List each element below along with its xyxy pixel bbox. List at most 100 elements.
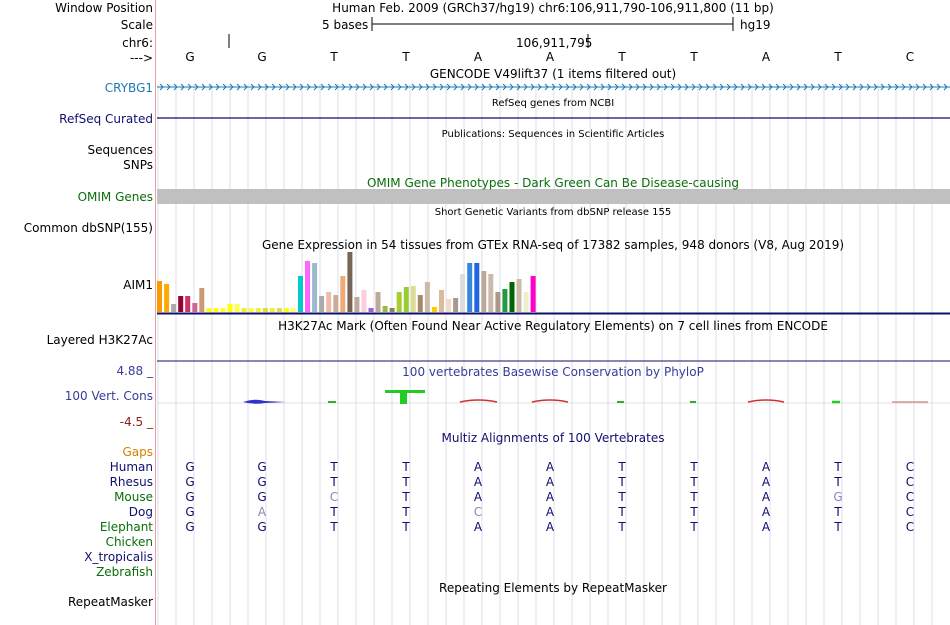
dbsnp-track-label[interactable]: Common dbSNP(155) (23, 221, 153, 235)
gtex-bar (206, 308, 212, 312)
alignment-base: C (905, 520, 915, 534)
gtex-bar (516, 279, 522, 312)
strand-chevron (201, 83, 206, 91)
strand-chevron (187, 83, 192, 91)
gtex-bar (474, 263, 480, 312)
alignment-base: G (185, 505, 195, 519)
gtex-bar (178, 296, 184, 312)
gaps-label[interactable]: Gaps (122, 445, 153, 459)
species-label-human[interactable]: Human (109, 460, 153, 474)
strand-chevron (838, 83, 843, 91)
multiz-track-title[interactable]: Multiz Alignments of 100 Vertebrates (441, 431, 665, 445)
species-label-rhesus[interactable]: Rhesus (109, 475, 153, 489)
strand-chevron (698, 83, 703, 91)
strand-chevron (929, 83, 934, 91)
alignment-base: G (833, 490, 843, 504)
alignment-base: G (185, 460, 195, 474)
strand-chevron (789, 83, 794, 91)
strand-chevron (740, 83, 745, 91)
strand-chevron (551, 83, 556, 91)
strand-chevron (243, 83, 248, 91)
gencode-gene-label[interactable]: CRYBG1 (104, 81, 153, 95)
gtex-gene-label[interactable]: AIM1 (123, 278, 153, 292)
strand-chevron (705, 83, 710, 91)
strand-chevron (558, 83, 563, 91)
phylop-min-label: -4.5 _ (119, 415, 153, 429)
strand-chevron (285, 83, 290, 91)
strand-chevron (670, 83, 675, 91)
publications-track-title[interactable]: Publications: Sequences in Scientific Ar… (441, 129, 665, 140)
strand-chevron (341, 83, 346, 91)
omim-track-label[interactable]: OMIM Genes (77, 190, 153, 204)
species-label-zebrafish[interactable]: Zebrafish (96, 565, 153, 579)
gtex-bar (255, 308, 261, 312)
species-label-x_tropicalis[interactable]: X_tropicalis (84, 550, 153, 564)
gtex-bar (305, 261, 310, 312)
strand-chevron (621, 83, 626, 91)
strand-chevron (516, 83, 521, 91)
repeatmasker-track-label[interactable]: RepeatMasker (67, 595, 153, 609)
alignment-base: T (330, 460, 338, 474)
strand-chevron (649, 83, 654, 91)
alignment-base: A (761, 520, 771, 534)
publications-snps-label[interactable]: SNPs (123, 158, 153, 172)
strand-chevron (656, 83, 661, 91)
alignment-base: G (185, 490, 195, 504)
gtex-bar (269, 308, 275, 312)
omim-track-title[interactable]: OMIM Gene Phenotypes - Dark Green Can Be… (366, 176, 740, 190)
gtex-bar (509, 282, 515, 312)
reference-base: T (402, 50, 410, 64)
gtex-bar (276, 308, 282, 312)
strand-chevron (537, 83, 542, 91)
species-label-chicken[interactable]: Chicken (105, 535, 153, 549)
gtex-bar (290, 308, 296, 312)
gtex-bar (410, 286, 416, 312)
strand-chevron (327, 83, 332, 91)
strand-chevron (712, 83, 717, 91)
gtex-bar (375, 292, 381, 312)
h3k27ac-track-title[interactable]: H3K27Ac Mark (Often Found Near Active Re… (278, 319, 828, 333)
gtex-track-title[interactable]: Gene Expression in 54 tissues from GTEx … (261, 238, 845, 252)
strand-chevron (880, 83, 885, 91)
refseq-track-label[interactable]: RefSeq Curated (59, 112, 153, 126)
species-label-elephant[interactable]: Elephant (99, 520, 153, 534)
publications-sequences-label[interactable]: Sequences (87, 143, 153, 157)
alignment-base: T (618, 505, 626, 519)
phylop-track-title[interactable]: 100 vertebrates Basewise Conservation by… (402, 365, 704, 379)
repeatmasker-track-title[interactable]: Repeating Elements by RepeatMasker (439, 581, 667, 595)
assembly-position-text[interactable]: Human Feb. 2009 (GRCh37/hg19) chr6:106,9… (332, 1, 774, 15)
gencode-track-title[interactable]: GENCODE V49lift37 (1 items filtered out) (429, 67, 677, 81)
alignment-base: A (473, 475, 483, 489)
alignment-base: T (402, 505, 410, 519)
phylop-track-label[interactable]: 100 Vert. Cons (64, 389, 153, 403)
strand-chevron (306, 83, 311, 91)
gencode-strand-chevrons (159, 83, 948, 91)
alignment-base: A (545, 460, 555, 474)
refseq-track-title[interactable]: RefSeq genes from NCBI (491, 98, 615, 109)
gtex-bar (283, 308, 289, 312)
alignment-base: T (618, 475, 626, 489)
gtex-bar (213, 308, 219, 312)
alignment-base: T (330, 475, 338, 489)
strand-chevron (355, 83, 360, 91)
gtex-bar (171, 304, 177, 312)
strand-chevron (509, 83, 514, 91)
gtex-bar (495, 292, 501, 312)
strand-chevron (446, 83, 451, 91)
h3k27ac-track-label[interactable]: Layered H3K27Ac (46, 333, 153, 347)
strand-arrow-label: ---> (129, 51, 153, 65)
strand-chevron (726, 83, 731, 91)
alignment-base: C (905, 475, 915, 489)
alignment-base: A (473, 460, 483, 474)
strand-chevron (859, 83, 864, 91)
reference-base: G (257, 50, 267, 64)
species-label-dog[interactable]: Dog (128, 505, 153, 519)
dbsnp-track-title[interactable]: Short Genetic Variants from dbSNP releas… (434, 207, 672, 218)
species-label-mouse[interactable]: Mouse (114, 490, 153, 504)
strand-chevron (943, 83, 948, 91)
strand-chevron (747, 83, 752, 91)
strand-chevron (607, 83, 612, 91)
alignment-base: A (545, 520, 555, 534)
